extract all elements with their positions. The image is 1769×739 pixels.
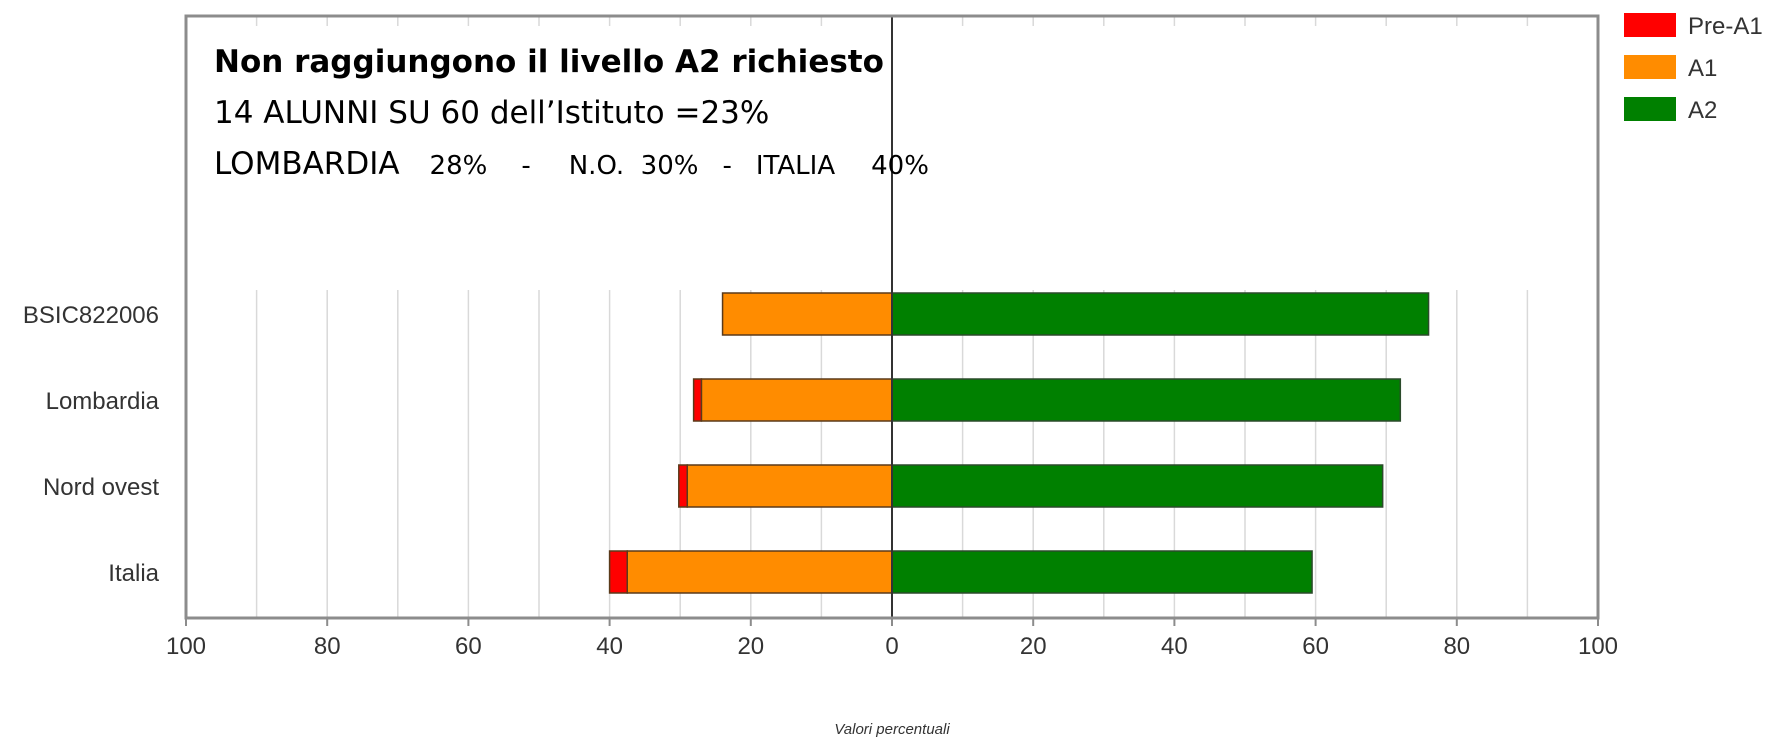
x-tick-label: 40 [596, 633, 623, 660]
category-label: Lombardia [46, 388, 160, 415]
x-axis-label: Valori percentuali [834, 721, 950, 738]
annotation-title: Non raggiungono il livello A2 richiesto [214, 44, 884, 80]
bar-a1-2 [686, 464, 893, 508]
bar-pre-a1-2 [678, 464, 689, 508]
x-tick-label: 80 [314, 633, 341, 660]
bar-a2-0 [891, 292, 1430, 336]
annotation-comparison: LOMBARDIA 28% - N.O. 30% - ITALIA 40% [214, 146, 929, 182]
annotation-lombardia-pct: 28% [429, 151, 488, 181]
bar-a1-3 [626, 550, 893, 594]
annotation-no-pct: N.O. 30% [568, 151, 699, 181]
x-tick-label: 40 [1161, 633, 1188, 660]
annotation-italia: ITALIA [755, 151, 836, 181]
annotation-region: LOMBARDIA [214, 146, 400, 182]
x-tick-label: 60 [455, 633, 482, 660]
annotation-dash-1: - [521, 151, 531, 181]
annotation-dash-2: - [722, 151, 732, 181]
category-label: BSIC822006 [23, 302, 159, 329]
bar-a1-0 [721, 292, 893, 336]
x-tick-label: 100 [1578, 633, 1618, 660]
x-tick-label: 100 [166, 633, 206, 660]
legend-swatch-pre-a1 [1624, 13, 1676, 37]
legend-swatch-a2 [1624, 97, 1676, 121]
x-tick-label: 0 [885, 633, 898, 660]
bar-a2-1 [891, 378, 1402, 422]
bar-pre-a1-1 [692, 378, 703, 422]
legend-label: A2 [1688, 97, 1717, 124]
annotation-students: 14 ALUNNI SU 60 dell’Istituto =23% [214, 95, 770, 131]
legend-swatch-a1 [1624, 55, 1676, 79]
legend-label: Pre-A1 [1688, 13, 1763, 40]
x-tick-label: 80 [1443, 633, 1470, 660]
x-tick-label: 20 [737, 633, 764, 660]
x-tick-label: 20 [1020, 633, 1047, 660]
category-label: Nord ovest [43, 474, 159, 501]
category-label: Italia [108, 560, 159, 587]
bar-a1-1 [700, 378, 893, 422]
bar-a2-3 [891, 550, 1313, 594]
x-tick-label: 60 [1302, 633, 1329, 660]
bar-a2-2 [891, 464, 1384, 508]
bar-pre-a1-3 [608, 550, 628, 594]
annotation-italia-pct: 40% [871, 151, 929, 181]
legend-label: A1 [1688, 55, 1717, 82]
